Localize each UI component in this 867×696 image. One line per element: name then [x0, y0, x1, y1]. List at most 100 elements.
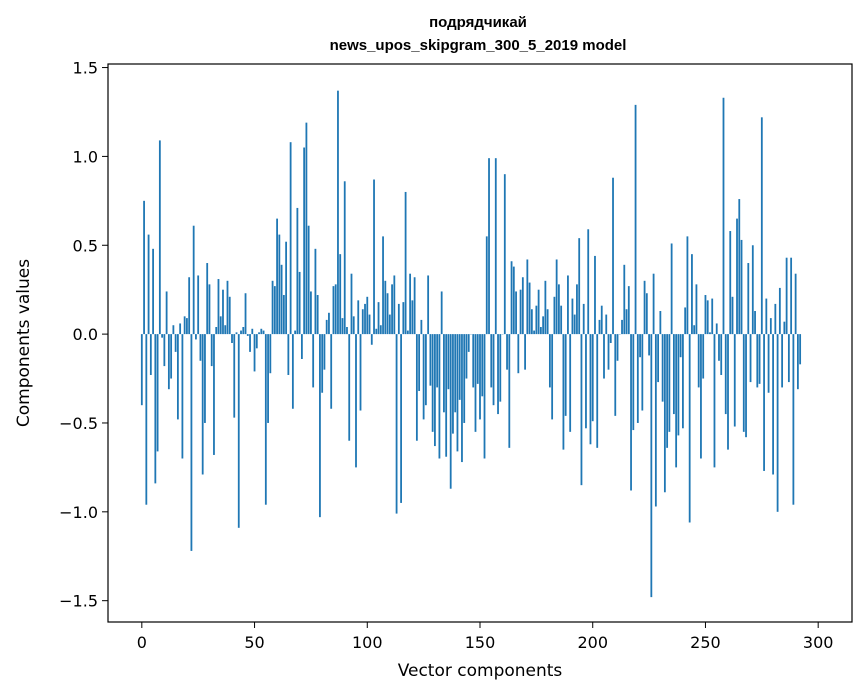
- y-tick-label: 0.0: [73, 325, 98, 344]
- bar-237: [675, 334, 678, 468]
- bar-132: [438, 334, 441, 459]
- bar-79: [319, 334, 321, 518]
- bar-16: [176, 334, 179, 420]
- bar-114: [397, 303, 400, 335]
- bar-27: [201, 334, 204, 475]
- bar-57: [269, 334, 272, 374]
- bar-62: [280, 264, 283, 335]
- bar-112: [393, 275, 396, 335]
- bar-26: [199, 334, 202, 361]
- bar-219: [634, 104, 637, 335]
- bar-189: [567, 275, 569, 335]
- bar-157: [494, 158, 497, 335]
- bar-291: [796, 334, 799, 390]
- bar-202: [596, 334, 599, 448]
- bars-group: [140, 90, 802, 598]
- bar-118: [406, 330, 409, 335]
- bar-82: [325, 319, 328, 335]
- bar-46: [244, 293, 247, 335]
- bar-275: [760, 117, 763, 335]
- bar-19: [183, 316, 186, 335]
- bar-175: [535, 305, 538, 335]
- bar-242: [686, 236, 689, 335]
- x-tick-label: 250: [690, 633, 721, 652]
- y-tick-label: −1.5: [59, 592, 98, 611]
- y-tick-label: −1.0: [59, 503, 98, 522]
- bar-105: [377, 302, 380, 335]
- bar-63: [282, 295, 285, 335]
- bar-184: [555, 259, 558, 335]
- bar-268: [745, 334, 747, 438]
- bar-266: [740, 239, 743, 335]
- bar-159: [499, 334, 502, 402]
- bar-47: [246, 334, 249, 336]
- bar-181: [548, 334, 551, 388]
- bar-61: [278, 234, 281, 335]
- bar-230: [659, 311, 662, 335]
- bar-49: [251, 328, 254, 335]
- bar-56: [267, 334, 269, 423]
- bar-129: [431, 334, 434, 432]
- bar-290: [794, 273, 797, 335]
- bar-89: [341, 318, 344, 335]
- bar-80: [321, 334, 324, 393]
- x-tick-label: 200: [577, 633, 608, 652]
- bar-172: [528, 282, 531, 335]
- bar-174: [533, 330, 536, 335]
- bar-14: [172, 325, 175, 335]
- bar-188: [564, 334, 567, 416]
- bar-285: [783, 321, 786, 335]
- bar-125: [422, 334, 425, 420]
- bar-92: [348, 334, 351, 441]
- bar-40: [231, 334, 233, 343]
- bar-288: [790, 257, 793, 335]
- bar-119: [409, 273, 412, 335]
- bar-232: [663, 334, 666, 493]
- bar-247: [697, 334, 700, 388]
- bar-278: [767, 334, 770, 393]
- bar-70: [298, 271, 301, 335]
- bar-3: [147, 234, 150, 335]
- bar-149: [476, 334, 479, 384]
- bar-86: [334, 284, 337, 335]
- bar-85: [332, 286, 335, 335]
- bar-228: [654, 334, 657, 507]
- bar-220: [636, 334, 639, 423]
- x-axis-label: Vector components: [398, 661, 563, 681]
- bar-243: [688, 334, 691, 523]
- bar-282: [776, 334, 779, 512]
- bar-54: [262, 330, 265, 335]
- bar-251: [706, 300, 709, 335]
- bar-255: [715, 323, 718, 335]
- bar-164: [510, 261, 513, 335]
- bar-137: [449, 334, 452, 489]
- bar-23: [192, 225, 195, 335]
- bar-50: [253, 334, 256, 372]
- bar-257: [720, 334, 723, 375]
- bar-39: [228, 296, 231, 335]
- bar-244: [691, 254, 693, 335]
- bar-204: [600, 305, 603, 335]
- bar-20: [186, 318, 188, 335]
- bar-21: [188, 277, 191, 335]
- bar-253: [711, 298, 714, 335]
- bar-88: [339, 254, 342, 335]
- bar-163: [508, 334, 511, 448]
- bar-262: [731, 296, 734, 335]
- chart-title: подрядчикай: [429, 14, 527, 31]
- bar-281: [774, 303, 777, 335]
- bar-22: [190, 334, 193, 551]
- bar-109: [386, 293, 389, 335]
- bar-264: [736, 218, 738, 335]
- bar-76: [312, 334, 315, 388]
- bar-31: [210, 334, 213, 367]
- bar-173: [530, 309, 533, 335]
- bar-238: [677, 334, 680, 436]
- bar-267: [742, 334, 745, 432]
- bar-165: [512, 266, 515, 335]
- bar-223: [643, 280, 646, 335]
- bar-211: [616, 334, 619, 361]
- bar-28: [204, 334, 206, 423]
- bar-176: [537, 289, 540, 335]
